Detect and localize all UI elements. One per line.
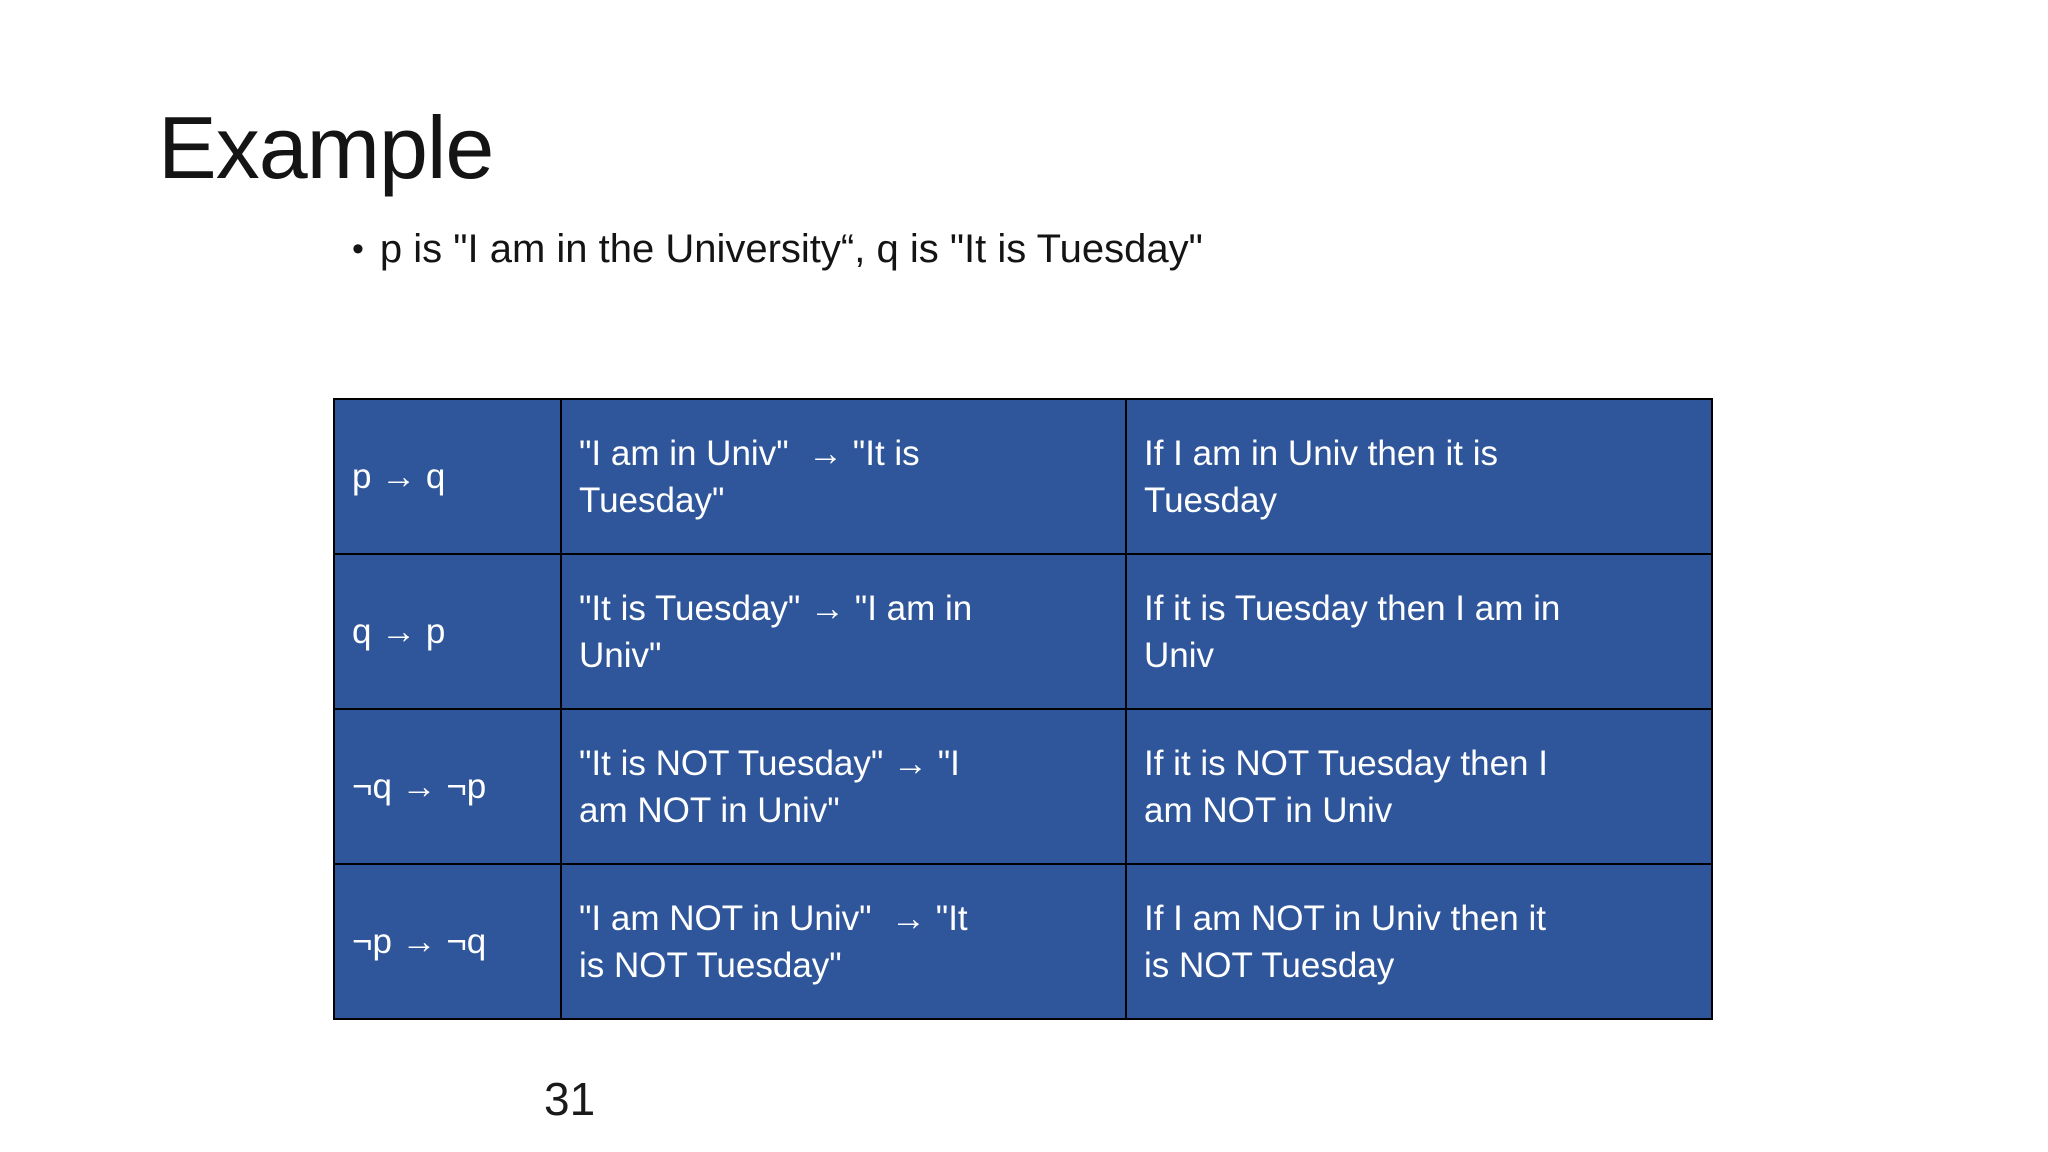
bullet-text: p is "I am in the University“, q is "It … xyxy=(379,227,1203,271)
cell-symbolic: "I am in Univ" → "It is Tuesday" xyxy=(562,400,1125,553)
page-title: Example xyxy=(158,98,494,197)
cell-formula: q → p xyxy=(335,555,560,708)
cell-symbolic: "I am NOT in Univ" → "It is NOT Tuesday" xyxy=(562,865,1125,1018)
cell-formula: p → q xyxy=(335,400,560,553)
cell-symbolic: "It is NOT Tuesday" → "I am NOT in Univ" xyxy=(562,710,1125,863)
table-row: ¬q → ¬p "It is NOT Tuesday" → "I am NOT … xyxy=(335,710,1711,863)
bullet-marker: • xyxy=(352,230,364,268)
bullet-item: • p is "I am in the University“, q is "I… xyxy=(352,224,1203,274)
cell-symbolic: "It is Tuesday" → "I am in Univ" xyxy=(562,555,1125,708)
table-row: p → q "I am in Univ" → "It is Tuesday" I… xyxy=(335,400,1711,553)
cell-english: If I am NOT in Univ then it is NOT Tuesd… xyxy=(1127,865,1711,1018)
cell-english: If it is Tuesday then I am in Univ xyxy=(1127,555,1711,708)
cell-formula: ¬q → ¬p xyxy=(335,710,560,863)
table-row: ¬p → ¬q "I am NOT in Univ" → "It is NOT … xyxy=(335,865,1711,1018)
cell-english: If it is NOT Tuesday then I am NOT in Un… xyxy=(1127,710,1711,863)
page-number: 31 xyxy=(544,1073,596,1125)
table-row: q → p "It is Tuesday" → "I am in Univ" I… xyxy=(335,555,1711,708)
cell-formula: ¬p → ¬q xyxy=(335,865,560,1018)
implication-table: p → q "I am in Univ" → "It is Tuesday" I… xyxy=(333,398,1713,1020)
cell-english: If I am in Univ then it is Tuesday xyxy=(1127,400,1711,553)
